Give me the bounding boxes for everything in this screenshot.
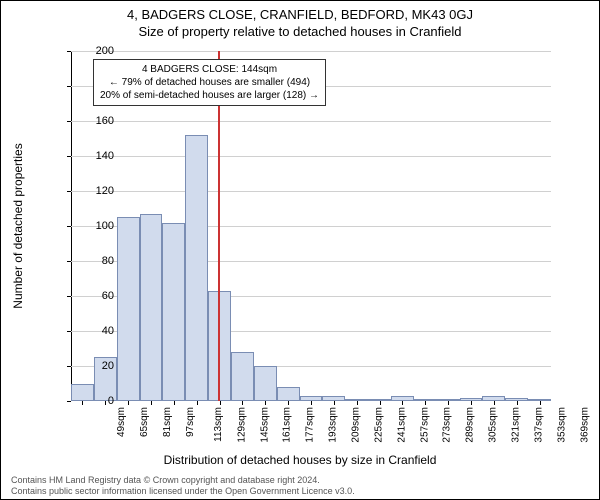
x-tick-mark — [128, 401, 129, 405]
x-tick-label: 65sqm — [139, 407, 150, 437]
x-tick-mark — [288, 401, 289, 405]
x-tick-label: 369sqm — [579, 407, 590, 443]
x-tick-label: 113sqm — [213, 407, 224, 442]
y-tick-label: 0 — [74, 395, 114, 407]
x-tick-label: 49sqm — [116, 407, 127, 437]
x-tick-mark — [494, 401, 495, 405]
x-tick-mark — [151, 401, 152, 405]
y-tick-mark — [67, 51, 71, 52]
x-tick-mark — [380, 401, 381, 405]
histogram-bar — [185, 135, 208, 401]
title-main: 4, BADGERS CLOSE, CRANFIELD, BEDFORD, MK… — [1, 7, 599, 22]
x-tick-mark — [471, 401, 472, 405]
y-tick-label: 160 — [74, 115, 114, 127]
annotation-line: 20% of semi-detached houses are larger (… — [100, 89, 319, 102]
x-tick-mark — [448, 401, 449, 405]
x-tick-label: 177sqm — [305, 407, 316, 443]
x-tick-label: 289sqm — [465, 407, 476, 443]
x-tick-label: 353sqm — [556, 407, 567, 443]
histogram-bar — [277, 387, 300, 401]
x-tick-label: 129sqm — [236, 407, 247, 443]
x-tick-mark — [402, 401, 403, 405]
x-tick-mark — [334, 401, 335, 405]
y-tick-mark — [67, 331, 71, 332]
y-tick-label: 20 — [74, 360, 114, 372]
y-tick-mark — [67, 366, 71, 367]
y-tick-mark — [67, 296, 71, 297]
x-tick-label: 161sqm — [282, 407, 293, 443]
y-tick-label: 120 — [74, 185, 114, 197]
attribution-line2: Contains public sector information licen… — [11, 486, 355, 497]
y-tick-mark — [67, 191, 71, 192]
y-tick-mark — [67, 401, 71, 402]
x-tick-label: 337sqm — [533, 407, 544, 443]
annotation-line: 4 BADGERS CLOSE: 144sqm — [100, 63, 319, 76]
histogram-bar — [231, 352, 254, 401]
x-tick-mark — [242, 401, 243, 405]
y-tick-label: 200 — [74, 45, 114, 57]
y-tick-label: 140 — [74, 150, 114, 162]
x-tick-mark — [425, 401, 426, 405]
y-tick-label: 80 — [74, 255, 114, 267]
y-tick-mark — [67, 156, 71, 157]
grid-line — [71, 156, 551, 157]
x-tick-label: 321sqm — [511, 407, 522, 443]
grid-line — [71, 191, 551, 192]
x-tick-label: 145sqm — [259, 407, 270, 443]
histogram-bar — [140, 214, 163, 401]
attribution-line1: Contains HM Land Registry data © Crown c… — [11, 475, 355, 486]
x-tick-mark — [311, 401, 312, 405]
x-tick-mark — [220, 401, 221, 405]
y-tick-mark — [67, 86, 71, 87]
x-tick-label: 241sqm — [396, 407, 407, 443]
y-axis-label: Number of detached properties — [11, 143, 25, 308]
x-tick-label: 257sqm — [419, 407, 430, 443]
x-tick-mark — [174, 401, 175, 405]
y-tick-mark — [67, 121, 71, 122]
x-tick-label: 273sqm — [442, 407, 453, 443]
histogram-bar — [254, 366, 277, 401]
grid-line — [71, 51, 551, 52]
x-tick-label: 193sqm — [328, 407, 339, 443]
x-tick-label: 81sqm — [162, 407, 173, 437]
y-tick-mark — [67, 261, 71, 262]
x-tick-label: 209sqm — [351, 407, 362, 443]
x-tick-mark — [357, 401, 358, 405]
grid-line — [71, 121, 551, 122]
title-sub: Size of property relative to detached ho… — [1, 24, 599, 39]
x-tick-mark — [197, 401, 198, 405]
histogram-bar — [117, 217, 140, 401]
x-tick-label: 97sqm — [185, 407, 196, 437]
x-tick-mark — [540, 401, 541, 405]
attribution: Contains HM Land Registry data © Crown c… — [11, 475, 355, 497]
annotation-box: 4 BADGERS CLOSE: 144sqm← 79% of detached… — [93, 59, 326, 106]
x-axis-label: Distribution of detached houses by size … — [1, 453, 599, 467]
x-tick-label: 305sqm — [488, 407, 499, 443]
x-tick-mark — [517, 401, 518, 405]
y-tick-label: 40 — [74, 325, 114, 337]
y-tick-label: 60 — [74, 290, 114, 302]
y-tick-label: 100 — [74, 220, 114, 232]
x-tick-mark — [265, 401, 266, 405]
x-tick-label: 225sqm — [373, 407, 384, 443]
histogram-bar — [162, 223, 185, 402]
annotation-line: ← 79% of detached houses are smaller (49… — [100, 76, 319, 89]
y-tick-mark — [67, 226, 71, 227]
